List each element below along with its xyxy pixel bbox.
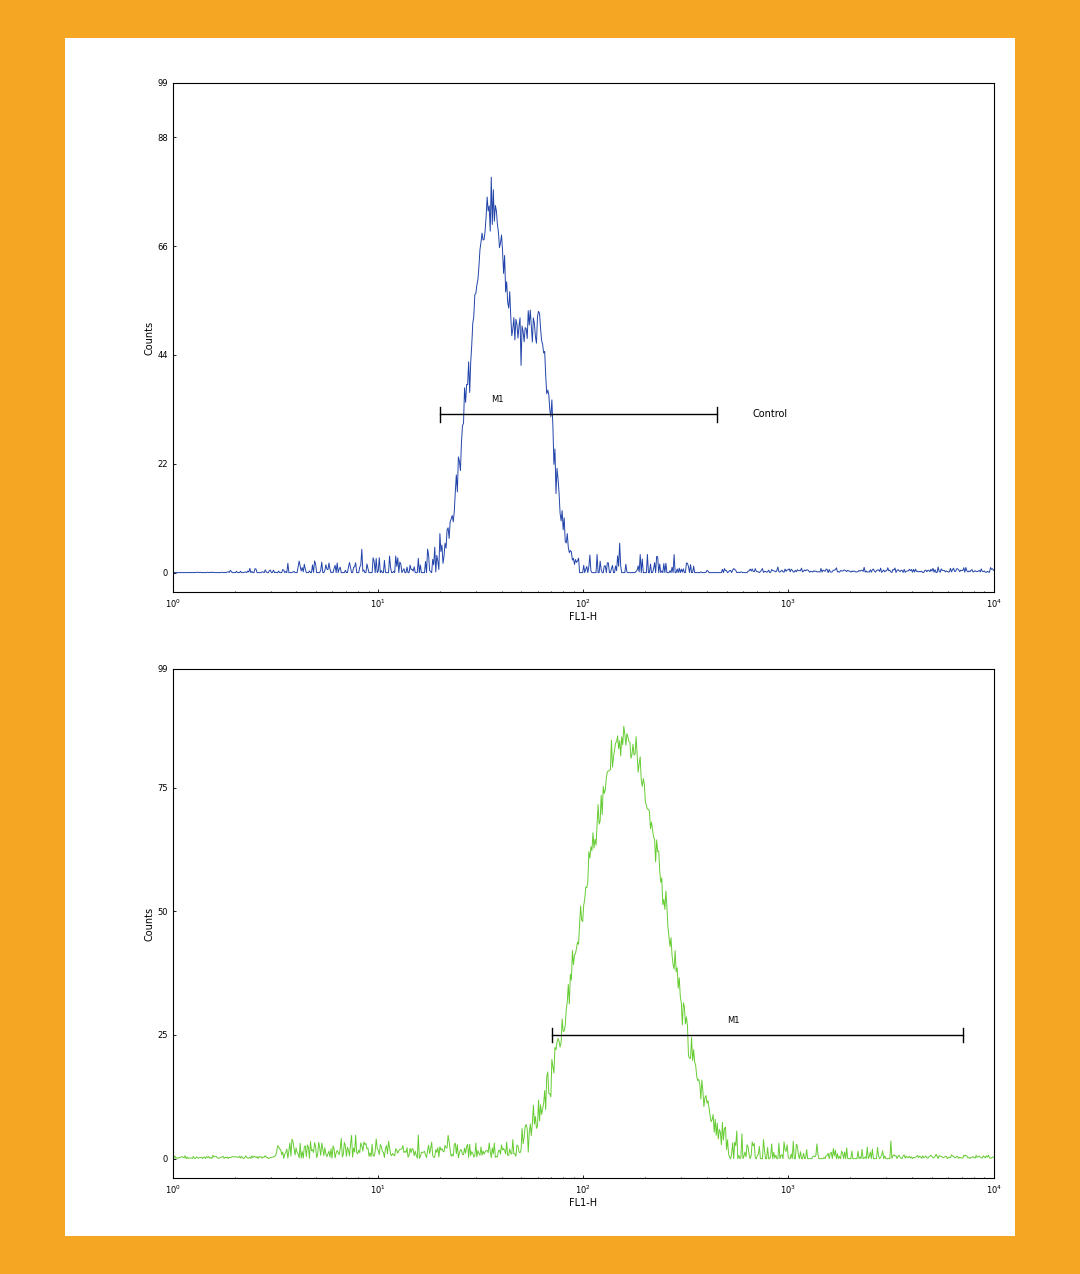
- Text: M1: M1: [490, 395, 503, 404]
- X-axis label: FL1-H: FL1-H: [569, 613, 597, 623]
- Text: M1: M1: [727, 1017, 740, 1026]
- Y-axis label: Counts: Counts: [145, 321, 154, 354]
- X-axis label: FL1-H: FL1-H: [569, 1199, 597, 1209]
- Y-axis label: Counts: Counts: [145, 907, 154, 940]
- Text: Control: Control: [753, 409, 787, 419]
